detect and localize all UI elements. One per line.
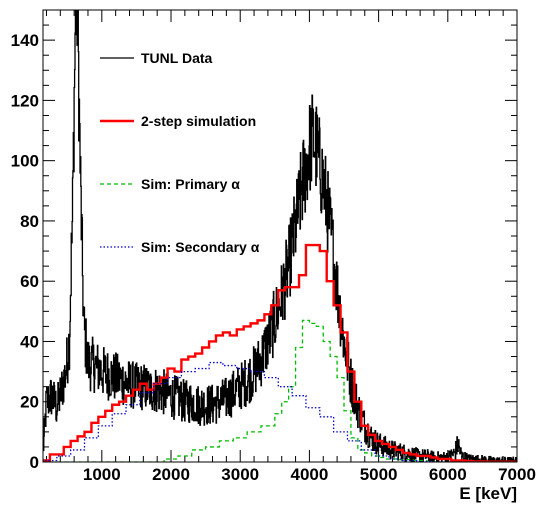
legend-label-0: TUNL Data bbox=[141, 50, 213, 66]
x-tick-label: 6000 bbox=[429, 465, 467, 484]
x-tick-label: 3000 bbox=[221, 465, 259, 484]
x-tick-label: 1000 bbox=[83, 465, 121, 484]
legend-label-3: Sim: Secondary α bbox=[141, 239, 260, 255]
y-tick-label: 140 bbox=[11, 31, 39, 50]
legend: TUNL Data 2-step simulation Sim: Primary α… bbox=[100, 50, 260, 255]
y-tick-label: 40 bbox=[20, 332, 39, 351]
frame-rect bbox=[42, 9, 518, 463]
y-tick-label: 80 bbox=[20, 212, 39, 231]
axes: 1000 2000 3000 4000 5000 6000 7000 0 20 40 60 80 100… bbox=[11, 9, 536, 484]
series-line-1 bbox=[43, 243, 517, 462]
legend-label-1: 2-step simulation bbox=[141, 113, 256, 129]
series-line-0 bbox=[43, 10, 517, 462]
series-layer bbox=[43, 10, 517, 462]
x-tick-label: 7000 bbox=[498, 465, 536, 484]
x-tick-label: 2000 bbox=[152, 465, 190, 484]
y-tick-label: 100 bbox=[11, 152, 39, 171]
y-tick-label: 20 bbox=[20, 393, 39, 412]
plot-frame bbox=[42, 9, 518, 463]
x-axis-label: E [keV] bbox=[459, 484, 517, 503]
y-tick-label: 0 bbox=[30, 453, 39, 472]
x-tick-label: 4000 bbox=[290, 465, 328, 484]
legend-label-2: Sim: Primary α bbox=[141, 176, 240, 192]
x-tick-label: 5000 bbox=[360, 465, 398, 484]
series-line-2 bbox=[43, 319, 517, 462]
y-tick-label: 120 bbox=[11, 91, 39, 110]
y-tick-label: 60 bbox=[20, 272, 39, 291]
